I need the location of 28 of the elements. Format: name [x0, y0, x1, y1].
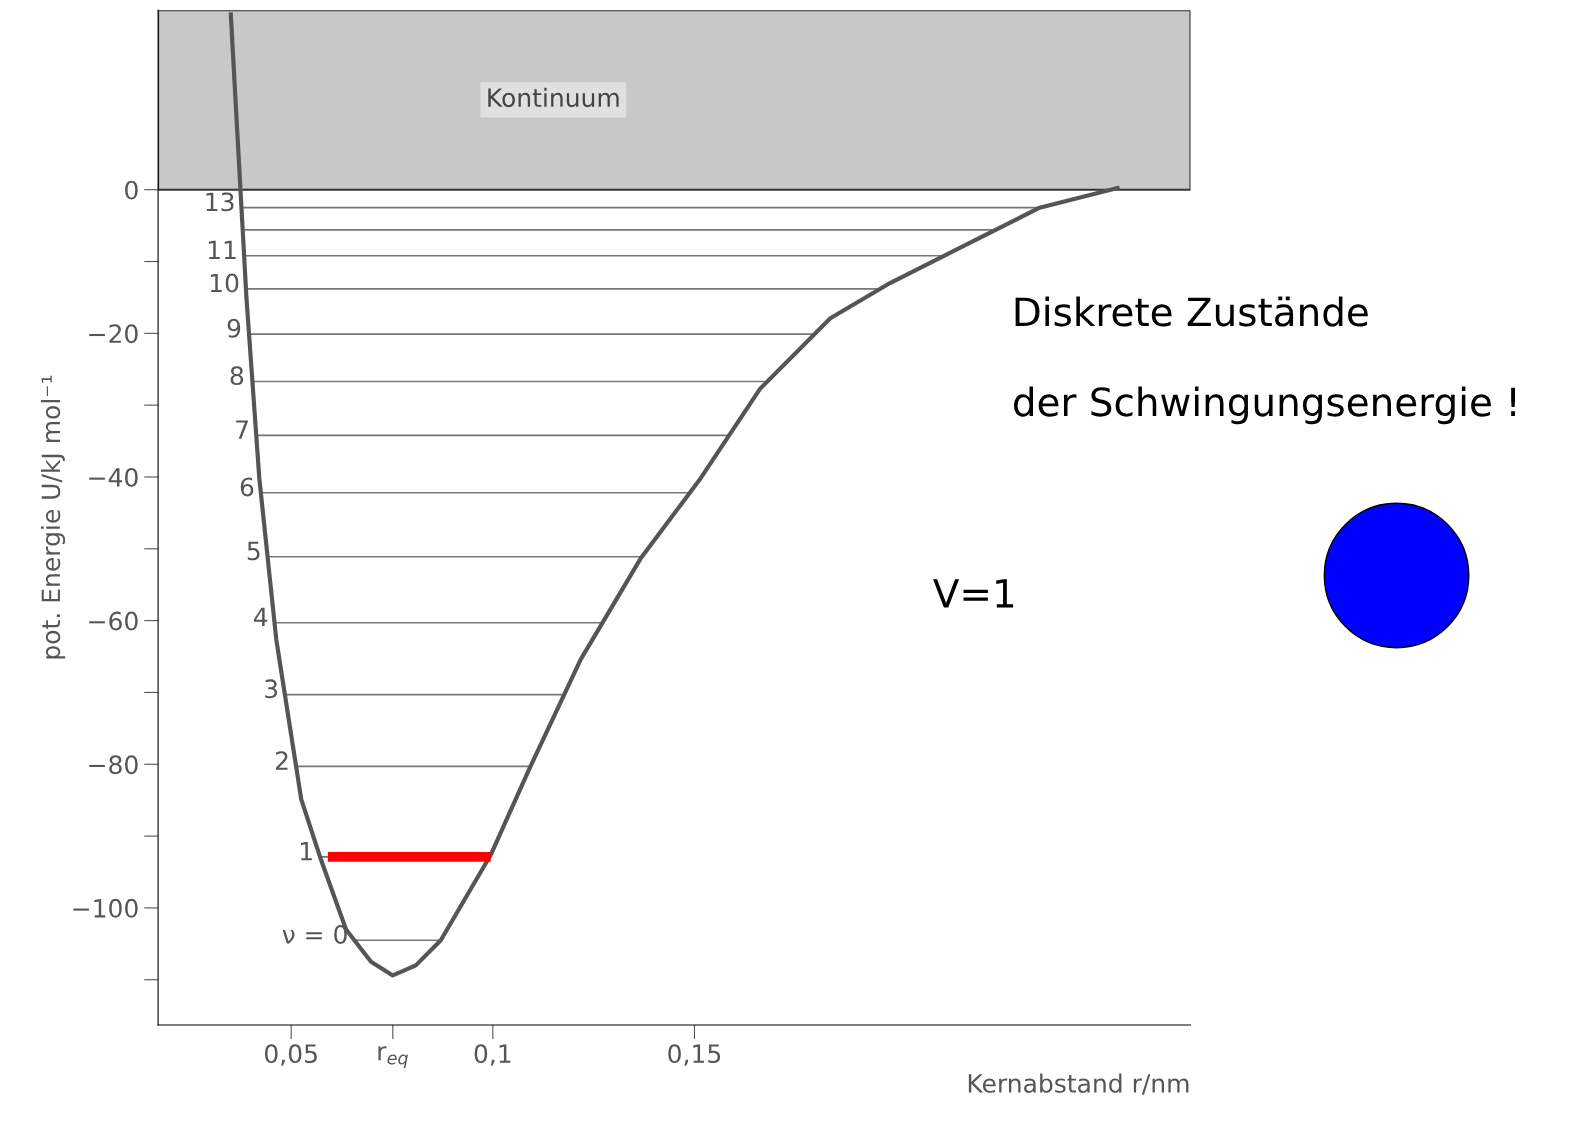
annotation: 11 — [208, 240, 236, 260]
annotation: der Schwingungsenergie ! — [1013, 386, 1516, 425]
annotation: 5 — [247, 541, 260, 561]
x-tick-label: 0,1 — [474, 1044, 511, 1066]
annotation: V=1 — [933, 579, 1014, 608]
y-tick-label: −60 — [89, 611, 138, 631]
y-tick-label: −100 — [73, 898, 138, 918]
annotation: 10 — [210, 273, 239, 293]
x-tick-label: 0,05 — [265, 1044, 317, 1066]
annotation: Diskrete Zustände — [1015, 296, 1368, 327]
annotation: 7 — [236, 420, 248, 439]
annotation: 13 — [206, 192, 234, 212]
annotation: 9 — [227, 318, 241, 338]
y-tick-label: −20 — [89, 324, 138, 344]
annotation: 3 — [265, 679, 278, 699]
annotation: 8 — [230, 366, 244, 386]
band-label: Kontinuum — [488, 87, 619, 108]
x-tick-label: r$_{eq}$ — [378, 1046, 408, 1068]
x-tick-label: 0,15 — [668, 1044, 721, 1066]
annotation: 2 — [275, 751, 288, 770]
annotation: 6 — [240, 477, 254, 497]
annotation: 1 — [301, 842, 312, 861]
y-tick-label: 0 — [125, 180, 138, 200]
y-tick-label: −40 — [89, 467, 138, 487]
annotation: 4 — [253, 607, 268, 627]
y-tick-label: −80 — [89, 755, 138, 775]
x-axis-title: Kernabstand r/nm — [968, 1073, 1189, 1095]
y-axis-title: pot. Energie U/kJ mol⁻¹ — [40, 375, 66, 659]
